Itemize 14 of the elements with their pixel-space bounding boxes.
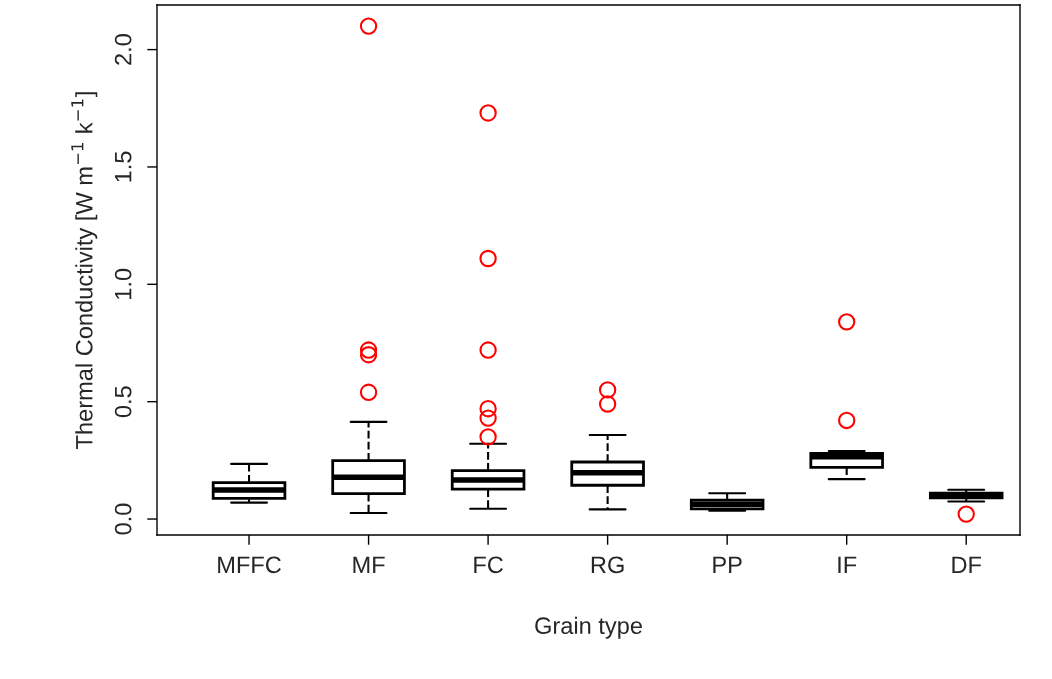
x-tick-label: IF: [838, 556, 857, 573]
x-tick-label: FC: [474, 556, 503, 574]
x-axis-title: Grain type: [535, 616, 642, 639]
x-tick-label: MFFC: [218, 556, 281, 574]
x-tick-label: PP: [713, 556, 742, 573]
y-tick-label: 1.0: [114, 268, 132, 299]
x-tick-label: MF: [353, 556, 385, 573]
y-axis-title: Thermal Conductivity [W m$^{−1}$ k$^{−1}$]: [71, 92, 98, 449]
x-tick-label: DF: [952, 556, 981, 573]
x-tick-label: RG: [591, 556, 624, 574]
y-tick-label: 1.5: [115, 151, 132, 182]
y-tick-label: 0.5: [114, 386, 132, 418]
y-tick-label: 0.0: [114, 503, 132, 535]
y-tick-label: 2.0: [114, 34, 132, 65]
